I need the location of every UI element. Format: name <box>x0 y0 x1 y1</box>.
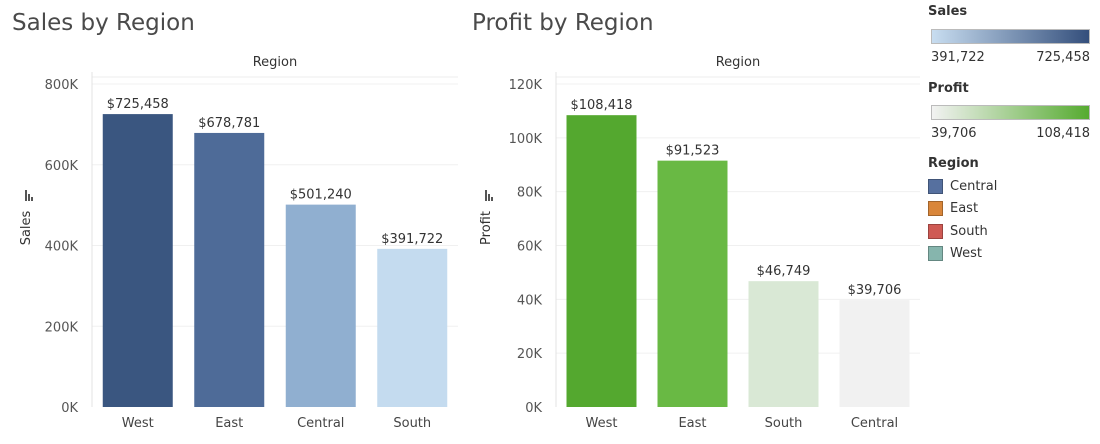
c1-data-label-central: $39,706 <box>848 283 902 298</box>
region-legend-item-west[interactable]: West <box>928 245 982 263</box>
chart-title-sales: Sales by Region <box>12 10 195 36</box>
c1-x-tick-label-central: Central <box>851 416 898 431</box>
c1-y-tick-label: 0K <box>525 401 542 416</box>
sales-color-scale <box>931 29 1090 44</box>
c0-x-tick-label-east: East <box>215 416 243 431</box>
region-swatch-central <box>928 178 943 194</box>
profit-scale-min: 39,706 <box>931 126 977 141</box>
sales-chart: Region 0K 200K 400K 600K 800K $725,458 West $678… <box>19 55 458 431</box>
region-legend-item-east[interactable]: East <box>928 200 978 218</box>
c1-x-tick-label-south: South <box>765 416 803 431</box>
region-legend-label: South <box>950 223 988 239</box>
c0-y-tick-label: 400K <box>45 240 79 255</box>
c1-x-tick-label-east: East <box>678 416 706 431</box>
c1-y-axis-label: Profit <box>479 211 494 245</box>
c1-y-tick-label: 40K <box>517 293 543 308</box>
c0-data-label-west: $725,458 <box>107 97 169 112</box>
c1-y-tick-label: 80K <box>517 186 543 201</box>
sales-scale-min: 391,722 <box>931 50 985 65</box>
c1-sort-icon[interactable] <box>485 190 493 201</box>
profit-color-scale <box>931 105 1090 120</box>
c1-bar-south[interactable] <box>748 281 819 407</box>
c0-data-label-south: $391,722 <box>381 232 443 247</box>
region-swatch-south <box>928 223 943 239</box>
c0-x-axis-label: Region <box>253 55 298 70</box>
legend-profit-title: Profit <box>928 81 969 96</box>
c1-bar-east[interactable] <box>657 160 728 407</box>
c1-y-tick-label: 100K <box>509 132 543 147</box>
region-legend-item-central[interactable]: Central <box>928 177 997 195</box>
c0-data-label-central: $501,240 <box>290 188 352 203</box>
region-legend-item-south[interactable]: South <box>928 222 988 240</box>
c0-data-label-east: $678,781 <box>198 116 260 131</box>
region-legend-label: Central <box>950 178 998 194</box>
c0-x-tick-label-south: South <box>393 416 431 431</box>
c0-y-tick-label: 600K <box>45 159 79 174</box>
region-swatch-east <box>928 201 943 216</box>
c0-y-tick-label: 800K <box>45 78 79 93</box>
c0-bar-central[interactable] <box>285 204 356 407</box>
c1-bar-west[interactable] <box>566 115 637 408</box>
c0-sort-icon[interactable] <box>25 190 33 201</box>
region-swatch-west <box>928 246 943 261</box>
c0-y-axis-label: Sales <box>19 210 34 245</box>
legend-sales-title: Sales <box>928 4 968 19</box>
c1-y-tick-label: 60K <box>517 240 543 255</box>
c0-x-tick-label-central: Central <box>297 416 344 431</box>
c1-x-tick-label-west: West <box>586 416 618 431</box>
c1-x-axis-label: Region <box>716 55 761 70</box>
c1-bar-central[interactable] <box>839 300 910 407</box>
sales-scale-max: 725,458 <box>1036 50 1090 65</box>
c0-bar-east[interactable] <box>194 132 265 407</box>
c1-data-label-south: $46,749 <box>757 264 811 279</box>
c0-y-tick-label: 0K <box>61 401 78 416</box>
region-legend-label: East <box>950 201 979 216</box>
c1-data-label-east: $91,523 <box>666 144 720 159</box>
profit-chart: Region 0K 20K 40K 60K 80K 100K 120K $108,418 West… <box>479 55 920 431</box>
region-legend-label: West <box>950 246 982 261</box>
c1-y-tick-label: 120K <box>509 78 543 93</box>
c0-x-tick-label-west: West <box>122 416 154 431</box>
c0-bar-south[interactable] <box>377 248 448 407</box>
c0-bar-west[interactable] <box>102 114 173 408</box>
legend-region-title: Region <box>928 156 979 171</box>
chart-title-profit: Profit by Region <box>472 10 654 36</box>
c1-data-label-west: $108,418 <box>570 98 632 113</box>
c1-y-tick-label: 20K <box>517 347 543 362</box>
profit-scale-max: 108,418 <box>1036 126 1090 141</box>
c0-y-tick-label: 200K <box>45 320 79 335</box>
